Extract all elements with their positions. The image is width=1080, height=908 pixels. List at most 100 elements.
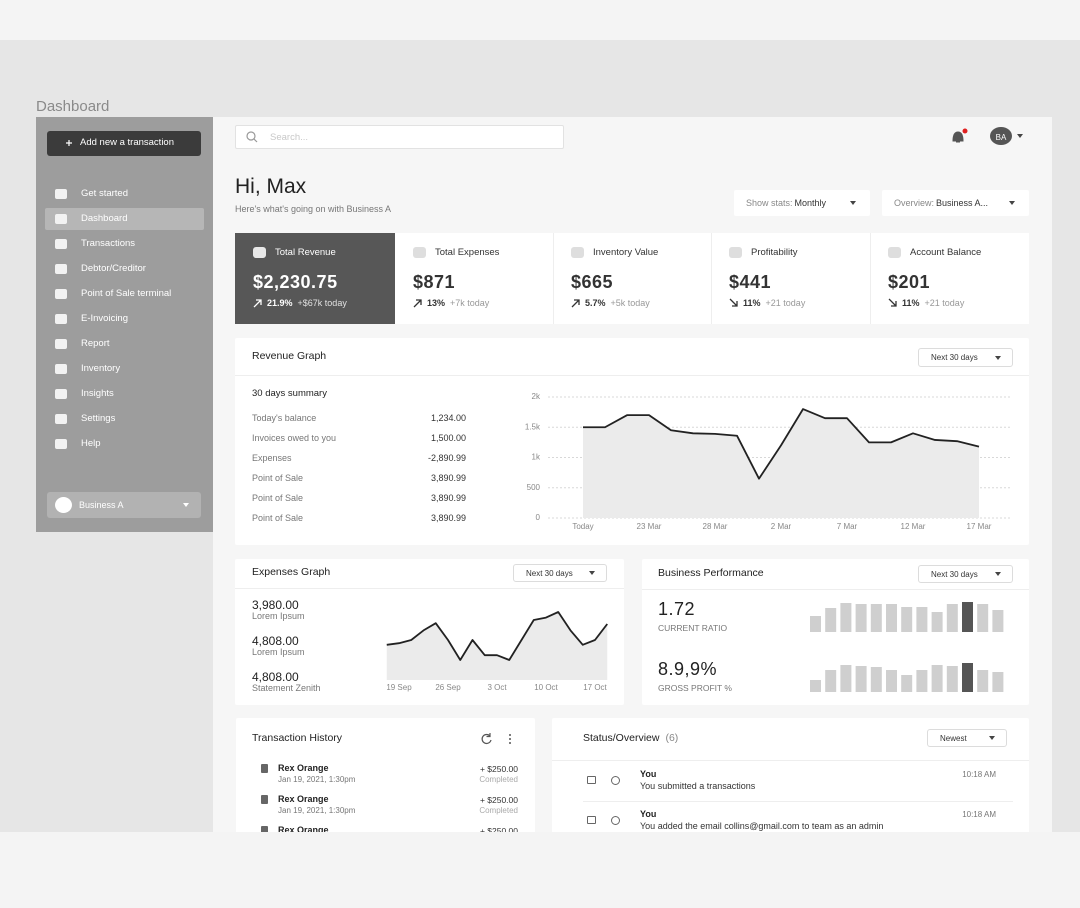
nav-item[interactable]: Report xyxy=(81,338,110,350)
status-who: You xyxy=(640,809,657,820)
business-name: Business A xyxy=(79,500,124,510)
nav-item[interactable]: Get started xyxy=(81,188,128,200)
nav-item[interactable]: Settings xyxy=(81,413,116,425)
stat-label: Total Expenses xyxy=(435,247,500,259)
transaction-amount: + $250.00 xyxy=(479,794,518,805)
transaction-amount: + $250.00 xyxy=(479,825,518,832)
summary-label: Today's balance xyxy=(252,413,317,424)
dropdown-label: Next 30 days xyxy=(931,353,978,362)
avatar[interactable]: BA xyxy=(990,127,1012,145)
checkbox-icon xyxy=(587,816,596,824)
summary-title: 30 days summary xyxy=(252,388,327,400)
nav-icon xyxy=(55,389,67,399)
summary-label: Invoices owed to you xyxy=(252,433,337,444)
nav-item[interactable]: Help xyxy=(81,438,101,450)
nav-icon xyxy=(55,289,67,299)
stat-delta: +5k today xyxy=(610,298,650,308)
trend-arrow xyxy=(888,298,897,307)
transaction-name: Rex Orange xyxy=(278,825,329,832)
stat-delta: +21 today xyxy=(924,298,965,308)
status-count: (6) xyxy=(665,732,679,744)
caret-icon xyxy=(989,736,995,740)
add-transaction-button[interactable]: Add new a transaction xyxy=(47,131,201,156)
divider xyxy=(235,588,624,589)
stat-change: 11% +21 today xyxy=(902,297,964,309)
revenue-card xyxy=(235,338,1029,545)
page-title: Dashboard xyxy=(36,97,110,115)
filter-dropdown[interactable]: Overview: Business A... xyxy=(882,190,1029,216)
summary-value: 1,234.00 xyxy=(430,413,466,424)
dropdown-label: Next 30 days xyxy=(931,569,978,579)
status-time: 10:18 AM xyxy=(962,810,996,820)
nav-item[interactable]: Insights xyxy=(81,388,114,400)
status-dropdown[interactable]: Newest xyxy=(927,729,1007,747)
status-title: Status/Overview xyxy=(583,732,660,744)
transactions-title: Transaction History xyxy=(252,732,343,745)
status-text: You added the email collins@gmail.com to… xyxy=(640,821,884,832)
nav-item[interactable]: Debtor/Creditor xyxy=(81,263,146,275)
expense-value: 4,808.00 xyxy=(252,633,299,648)
expense-value: 3,980.00 xyxy=(252,597,299,612)
stat-change: 11% +21 today xyxy=(743,297,805,309)
stat-change: 13% +7k today xyxy=(427,297,489,309)
caret-icon xyxy=(589,571,595,575)
transaction-name: Rex Orange xyxy=(278,794,329,805)
business-switcher[interactable]: Business A xyxy=(47,492,201,518)
stat-icon xyxy=(253,247,266,258)
stat-change-pct: 21.9% xyxy=(267,298,293,308)
stat-value: $871 xyxy=(413,271,456,292)
nav-item[interactable]: Dashboard xyxy=(81,213,128,225)
transaction-status: Completed xyxy=(479,775,518,785)
nav-item[interactable]: E-Invoicing xyxy=(81,313,128,325)
summary-label: Point of Sale xyxy=(252,513,304,524)
stat-icon xyxy=(729,247,742,258)
person-icon xyxy=(611,776,620,785)
summary-label: Point of Sale xyxy=(252,493,304,504)
caret-icon xyxy=(995,572,1001,576)
filter-label: Show stats: xyxy=(746,198,793,208)
nav-active xyxy=(45,208,204,230)
revenue-title: Revenue Graph xyxy=(252,350,327,363)
caret-icon xyxy=(1017,134,1023,138)
performance-dropdown[interactable]: Next 30 days xyxy=(918,565,1013,583)
summary-label: Point of Sale xyxy=(252,473,304,484)
revenue-dropdown[interactable]: Next 30 days xyxy=(918,348,1013,367)
search-placeholder: Search... xyxy=(270,132,309,143)
doc-icon xyxy=(261,795,268,804)
nav-item[interactable]: Transactions xyxy=(81,238,136,250)
filter-value: Monthly xyxy=(794,198,827,208)
stat-change-pct: 13% xyxy=(427,298,446,308)
transaction-name: Rex Orange xyxy=(278,763,329,774)
stat-value: $201 xyxy=(888,271,931,292)
status-who: You xyxy=(640,769,657,780)
nav-icon xyxy=(55,439,67,449)
nav-item[interactable]: Point of Sale terminal xyxy=(81,288,172,300)
nav-item[interactable]: Inventory xyxy=(81,363,121,375)
canvas: Dashboard Add new a transaction Get starte… xyxy=(0,40,1080,832)
status-time: 10:18 AM xyxy=(962,770,996,780)
summary-label: Expenses xyxy=(252,453,292,464)
stat-change-pct: 5.7% xyxy=(585,298,606,308)
transaction-date: Jan 19, 2021, 1:30pm xyxy=(278,775,356,785)
summary-value: 3,890.99 xyxy=(430,493,466,504)
sidebar xyxy=(36,117,213,532)
summary-value: 3,890.99 xyxy=(430,473,466,484)
divider xyxy=(642,589,1029,590)
expenses-dropdown[interactable]: Next 30 days xyxy=(513,564,607,582)
trend-arrow xyxy=(253,299,262,308)
stat-value: $665 xyxy=(571,271,614,292)
search-box[interactable]: Search... xyxy=(235,125,564,149)
nav-icon xyxy=(55,414,67,424)
status-text: You submitted a transactions xyxy=(640,781,756,792)
divider xyxy=(583,801,1013,802)
summary-value: 3,890.99 xyxy=(430,513,466,524)
filter-dropdown[interactable]: Show stats: Monthly xyxy=(734,190,870,216)
stat-change: 5.7% +5k today xyxy=(585,297,650,309)
nav-icon xyxy=(55,339,67,349)
caret-icon xyxy=(995,355,1001,360)
doc-icon xyxy=(261,764,268,773)
stat-label: Account Balance xyxy=(910,247,982,259)
stat-value: $2,230.75 xyxy=(253,271,338,292)
expense-label: Lorem Ipsum xyxy=(252,611,305,622)
